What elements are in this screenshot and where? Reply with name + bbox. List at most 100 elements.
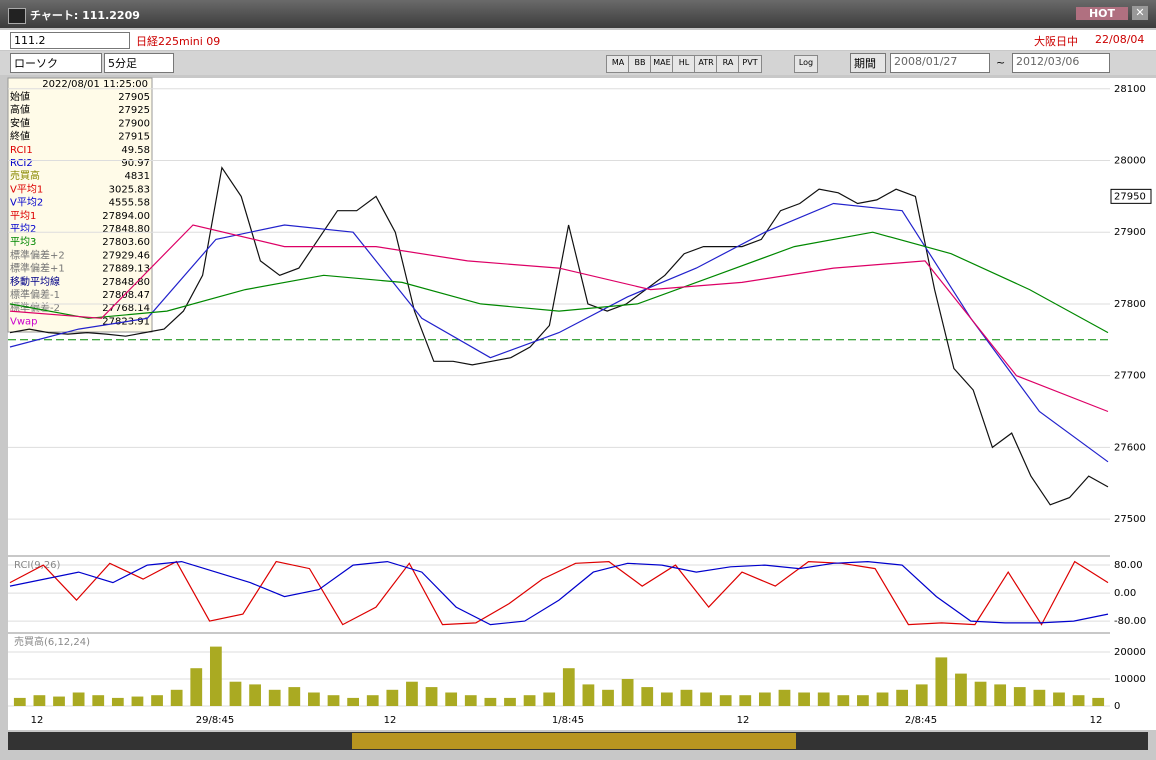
from-date[interactable]: 2008/01/27 — [890, 53, 990, 73]
info-value: 27925 — [118, 105, 150, 116]
volume-bar — [425, 687, 438, 707]
info-label: RCI2 — [10, 158, 33, 169]
volume-bar — [1033, 689, 1046, 707]
volume-bar — [719, 695, 732, 707]
y-tick-label: 27600 — [1114, 442, 1146, 453]
volume-bar — [92, 695, 105, 707]
volume-bar — [33, 695, 46, 707]
date: 22/08/04 — [1095, 33, 1145, 46]
volume-bar — [1092, 697, 1105, 707]
toolbar: ローソク 5分足 期間 2008/01/27 ~ 2012/03/06 MA BB… — [0, 51, 1156, 75]
indicator-button[interactable]: ATR — [694, 55, 718, 73]
x-tick-label: 29/8:45 — [196, 715, 235, 726]
volume-bar — [13, 697, 26, 707]
indicator-button[interactable]: BB — [628, 55, 652, 73]
x-tick-label: 12 — [31, 715, 44, 726]
market: 大阪日中 — [1034, 35, 1078, 48]
to-date[interactable]: 2012/03/06 — [1012, 53, 1110, 73]
indicator-button[interactable]: RA — [716, 55, 740, 73]
volume-bar — [288, 687, 301, 707]
info-value: 27894.00 — [102, 211, 150, 222]
y-tick-label: 10000 — [1114, 674, 1146, 685]
series-line — [9, 224, 1109, 413]
y-tick-label: 28000 — [1114, 155, 1146, 166]
symbol-input[interactable]: 111.2 — [10, 32, 130, 49]
indicator-button[interactable]: PVT — [738, 55, 762, 73]
panel-label: RCI(9,26) — [14, 560, 61, 571]
volume-bar — [170, 689, 183, 707]
last-price-box — [1110, 188, 1152, 204]
info-value: 4831 — [125, 171, 150, 182]
series-line — [9, 560, 1109, 626]
panel-label: 売買高(6,12,24) — [14, 635, 90, 648]
chart-type-select[interactable]: ローソク — [10, 53, 102, 73]
x-axis-area — [8, 710, 1156, 730]
volume-bar — [406, 681, 418, 707]
y-tick-label: 28100 — [1114, 84, 1146, 95]
scroll-thumb[interactable] — [352, 733, 796, 749]
info-label: 終値 — [10, 130, 30, 143]
interval-select[interactable]: 5分足 — [104, 53, 174, 73]
scrollbar — [8, 732, 1148, 750]
x-tick-label: 2/8:45 — [905, 715, 937, 726]
info-label: 平均2 — [10, 223, 36, 235]
series-line — [9, 560, 1109, 626]
info-value: 3025.83 — [109, 184, 150, 195]
volume-bar — [582, 684, 595, 707]
indicator-button[interactable]: MA — [606, 55, 630, 73]
volume-bar — [249, 684, 261, 707]
indicator-button[interactable]: HL — [672, 55, 696, 73]
y-tick-label: 27500 — [1114, 514, 1146, 525]
info-value: 27900 — [118, 118, 150, 129]
info-label: Vwap — [10, 316, 38, 327]
info-label: 平均1 — [10, 210, 36, 222]
indicator-button[interactable]: MAE — [650, 55, 674, 73]
info-datetime: 2022/08/01 11:25:00 — [42, 79, 148, 90]
volume-bar — [347, 697, 360, 707]
volume-bar — [327, 695, 340, 707]
info-value: 27808.47 — [102, 290, 150, 301]
volume-bar — [523, 695, 536, 707]
volume-bar — [817, 692, 830, 707]
volume-bar — [111, 697, 124, 707]
info-value: 27929.46 — [102, 250, 150, 261]
volume-bar — [445, 692, 458, 707]
volume-bar — [876, 692, 889, 707]
window-title: チャート: 111.2209 — [30, 9, 140, 22]
volume-bar — [739, 695, 752, 707]
volume-bar — [562, 668, 575, 707]
info-label: 始値 — [10, 90, 30, 103]
info-value: 27848.80 — [102, 224, 150, 235]
volume-bar — [778, 689, 791, 707]
volume-bar — [464, 695, 477, 707]
info-value: 27915 — [118, 132, 150, 143]
indicator-button[interactable]: Log — [794, 55, 818, 73]
x-tick-label: 12 — [1090, 715, 1103, 726]
app-icon — [8, 8, 26, 24]
y-tick-label: 27700 — [1114, 371, 1146, 382]
period-button[interactable]: 期間 — [850, 53, 886, 73]
info-label: 標準偏差+1 — [10, 262, 65, 275]
series-line — [9, 231, 1109, 334]
hot-button[interactable]: HOT — [1076, 7, 1128, 20]
y-tick-label: -80.00 — [1114, 616, 1146, 627]
volume-bar — [1013, 687, 1026, 707]
volume-bar — [680, 689, 693, 707]
close-button[interactable]: ✕ — [1132, 6, 1148, 20]
info-value: 4555.58 — [109, 198, 150, 209]
volume-bar — [308, 692, 320, 707]
volume-bar — [974, 681, 987, 707]
info-label: 標準偏差+2 — [10, 248, 65, 261]
series-line — [9, 166, 1109, 506]
volume-bar — [209, 646, 222, 707]
volume-bar — [1072, 695, 1085, 707]
volume-bar — [621, 679, 634, 707]
last-price-label: 27950 — [1114, 191, 1146, 202]
x-tick-label: 12 — [384, 715, 397, 726]
volume-bar — [700, 692, 712, 707]
y-tick-label: 0.00 — [1114, 588, 1136, 599]
volume-bar — [53, 696, 65, 707]
info-label: 安値 — [10, 116, 30, 129]
